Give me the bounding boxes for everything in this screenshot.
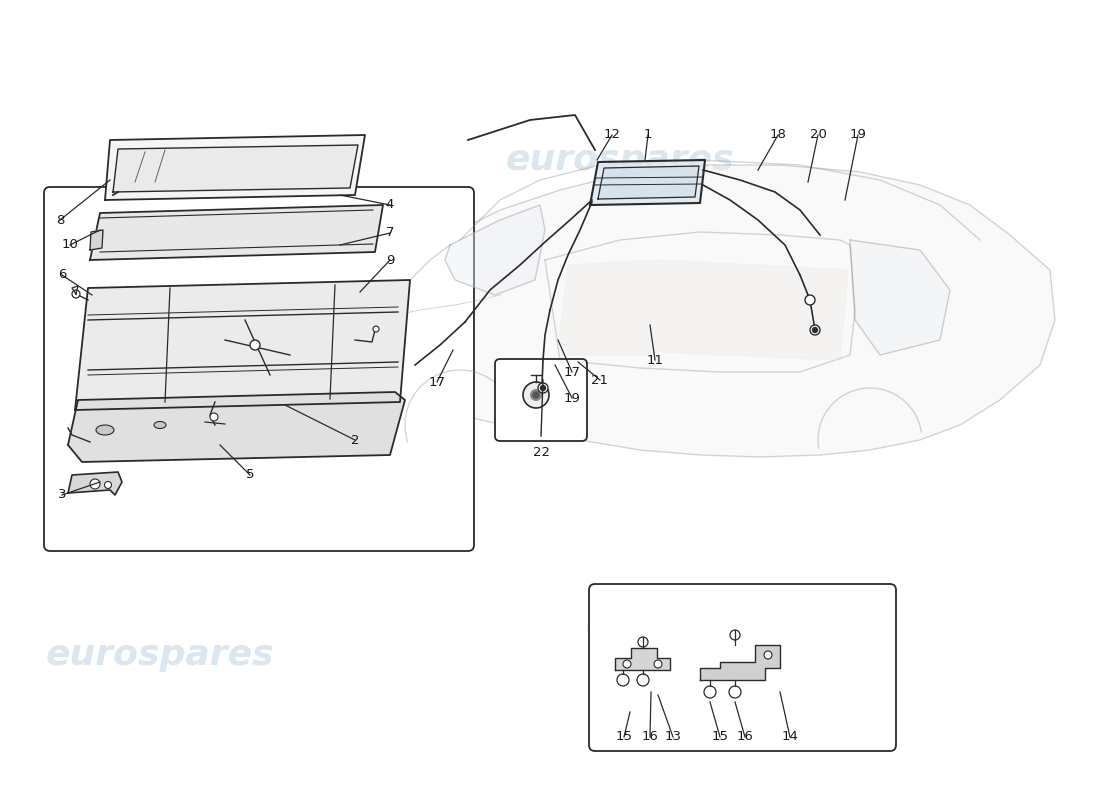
Text: 22: 22 bbox=[534, 446, 550, 458]
Polygon shape bbox=[68, 392, 405, 462]
Text: 15: 15 bbox=[712, 730, 728, 743]
Text: eurospares: eurospares bbox=[46, 638, 274, 672]
Circle shape bbox=[704, 686, 716, 698]
Text: 18: 18 bbox=[770, 129, 786, 142]
FancyBboxPatch shape bbox=[588, 584, 896, 751]
Polygon shape bbox=[615, 648, 670, 670]
Text: 21: 21 bbox=[592, 374, 608, 386]
Circle shape bbox=[373, 326, 380, 332]
FancyBboxPatch shape bbox=[44, 187, 474, 551]
Text: 7: 7 bbox=[386, 226, 394, 239]
Circle shape bbox=[638, 637, 648, 647]
Text: 3: 3 bbox=[57, 489, 66, 502]
Text: 16: 16 bbox=[641, 730, 659, 743]
Polygon shape bbox=[598, 166, 698, 199]
Circle shape bbox=[730, 630, 740, 640]
Text: eurospares: eurospares bbox=[51, 253, 279, 287]
Circle shape bbox=[654, 660, 662, 668]
Polygon shape bbox=[700, 645, 780, 680]
Polygon shape bbox=[90, 205, 383, 260]
Circle shape bbox=[210, 413, 218, 421]
Circle shape bbox=[805, 295, 815, 305]
FancyBboxPatch shape bbox=[495, 359, 587, 441]
Circle shape bbox=[90, 479, 100, 489]
Circle shape bbox=[813, 327, 817, 333]
Circle shape bbox=[810, 325, 820, 335]
Text: 6: 6 bbox=[58, 269, 66, 282]
Ellipse shape bbox=[96, 425, 114, 435]
Polygon shape bbox=[558, 260, 848, 360]
Circle shape bbox=[617, 674, 629, 686]
Ellipse shape bbox=[154, 422, 166, 429]
Text: eurospares: eurospares bbox=[585, 608, 814, 642]
Text: 17: 17 bbox=[563, 366, 581, 378]
Polygon shape bbox=[850, 240, 950, 355]
Polygon shape bbox=[75, 280, 410, 410]
Polygon shape bbox=[68, 472, 122, 495]
Circle shape bbox=[623, 660, 631, 668]
Polygon shape bbox=[446, 205, 544, 295]
Circle shape bbox=[534, 392, 539, 398]
Circle shape bbox=[530, 389, 542, 401]
Polygon shape bbox=[113, 145, 358, 192]
Text: 20: 20 bbox=[810, 129, 826, 142]
Text: 2: 2 bbox=[351, 434, 360, 446]
Circle shape bbox=[637, 674, 649, 686]
Text: 1: 1 bbox=[644, 129, 652, 142]
Text: 5: 5 bbox=[245, 469, 254, 482]
Circle shape bbox=[764, 651, 772, 659]
Text: 4: 4 bbox=[386, 198, 394, 211]
Circle shape bbox=[250, 340, 260, 350]
Text: 14: 14 bbox=[782, 730, 799, 743]
Text: eurospares: eurospares bbox=[506, 143, 735, 177]
Circle shape bbox=[72, 290, 80, 298]
Text: 13: 13 bbox=[664, 730, 682, 743]
Polygon shape bbox=[360, 165, 1055, 457]
Text: 16: 16 bbox=[737, 730, 754, 743]
Text: 10: 10 bbox=[62, 238, 78, 251]
Text: 17: 17 bbox=[429, 375, 446, 389]
Circle shape bbox=[104, 482, 111, 489]
Circle shape bbox=[540, 386, 546, 390]
Polygon shape bbox=[104, 135, 365, 200]
Text: 15: 15 bbox=[616, 730, 632, 743]
Polygon shape bbox=[590, 160, 705, 205]
Text: 12: 12 bbox=[604, 129, 620, 142]
Text: 9: 9 bbox=[386, 254, 394, 266]
Text: 11: 11 bbox=[647, 354, 663, 366]
Circle shape bbox=[729, 686, 741, 698]
Text: 19: 19 bbox=[563, 391, 581, 405]
Circle shape bbox=[522, 382, 549, 408]
Polygon shape bbox=[90, 230, 103, 250]
Circle shape bbox=[538, 383, 548, 393]
Text: 8: 8 bbox=[56, 214, 64, 226]
Text: 19: 19 bbox=[849, 129, 867, 142]
